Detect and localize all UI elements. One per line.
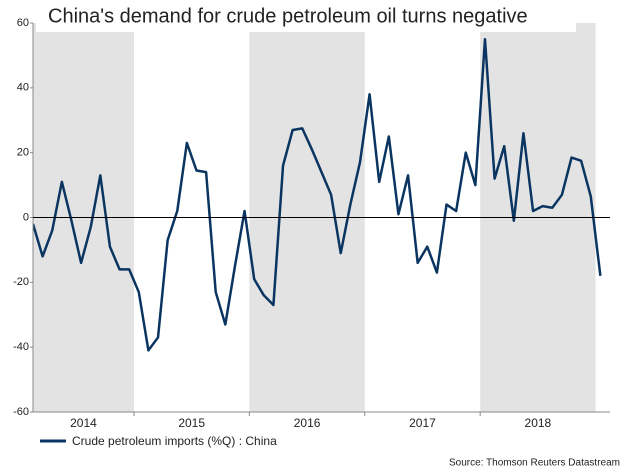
y-tick-label: -60 bbox=[13, 406, 29, 418]
y-tick-label: 40 bbox=[17, 82, 29, 94]
x-tick-label: 2015 bbox=[178, 416, 205, 430]
chart-title: China's demand for crude petroleum oil t… bbox=[48, 5, 528, 27]
title-box bbox=[36, 2, 576, 32]
y-tick-label: 0 bbox=[23, 211, 29, 223]
x-tick-label: 2017 bbox=[409, 416, 436, 430]
series-line bbox=[33, 37, 602, 352]
y-tick-label: -20 bbox=[13, 276, 29, 288]
y-tick-label: 60 bbox=[17, 17, 29, 29]
x-tick-label: 2014 bbox=[70, 416, 97, 430]
y-tick-label: -40 bbox=[13, 341, 29, 353]
x-tick-label: 2018 bbox=[525, 416, 552, 430]
source: Source: Thomson Reuters Datastream bbox=[449, 458, 620, 469]
x-tick-label: 2016 bbox=[294, 416, 321, 430]
y-tick-label: 20 bbox=[17, 147, 29, 159]
legend-label: Crude petroleum imports (%Q) : China bbox=[72, 434, 277, 448]
